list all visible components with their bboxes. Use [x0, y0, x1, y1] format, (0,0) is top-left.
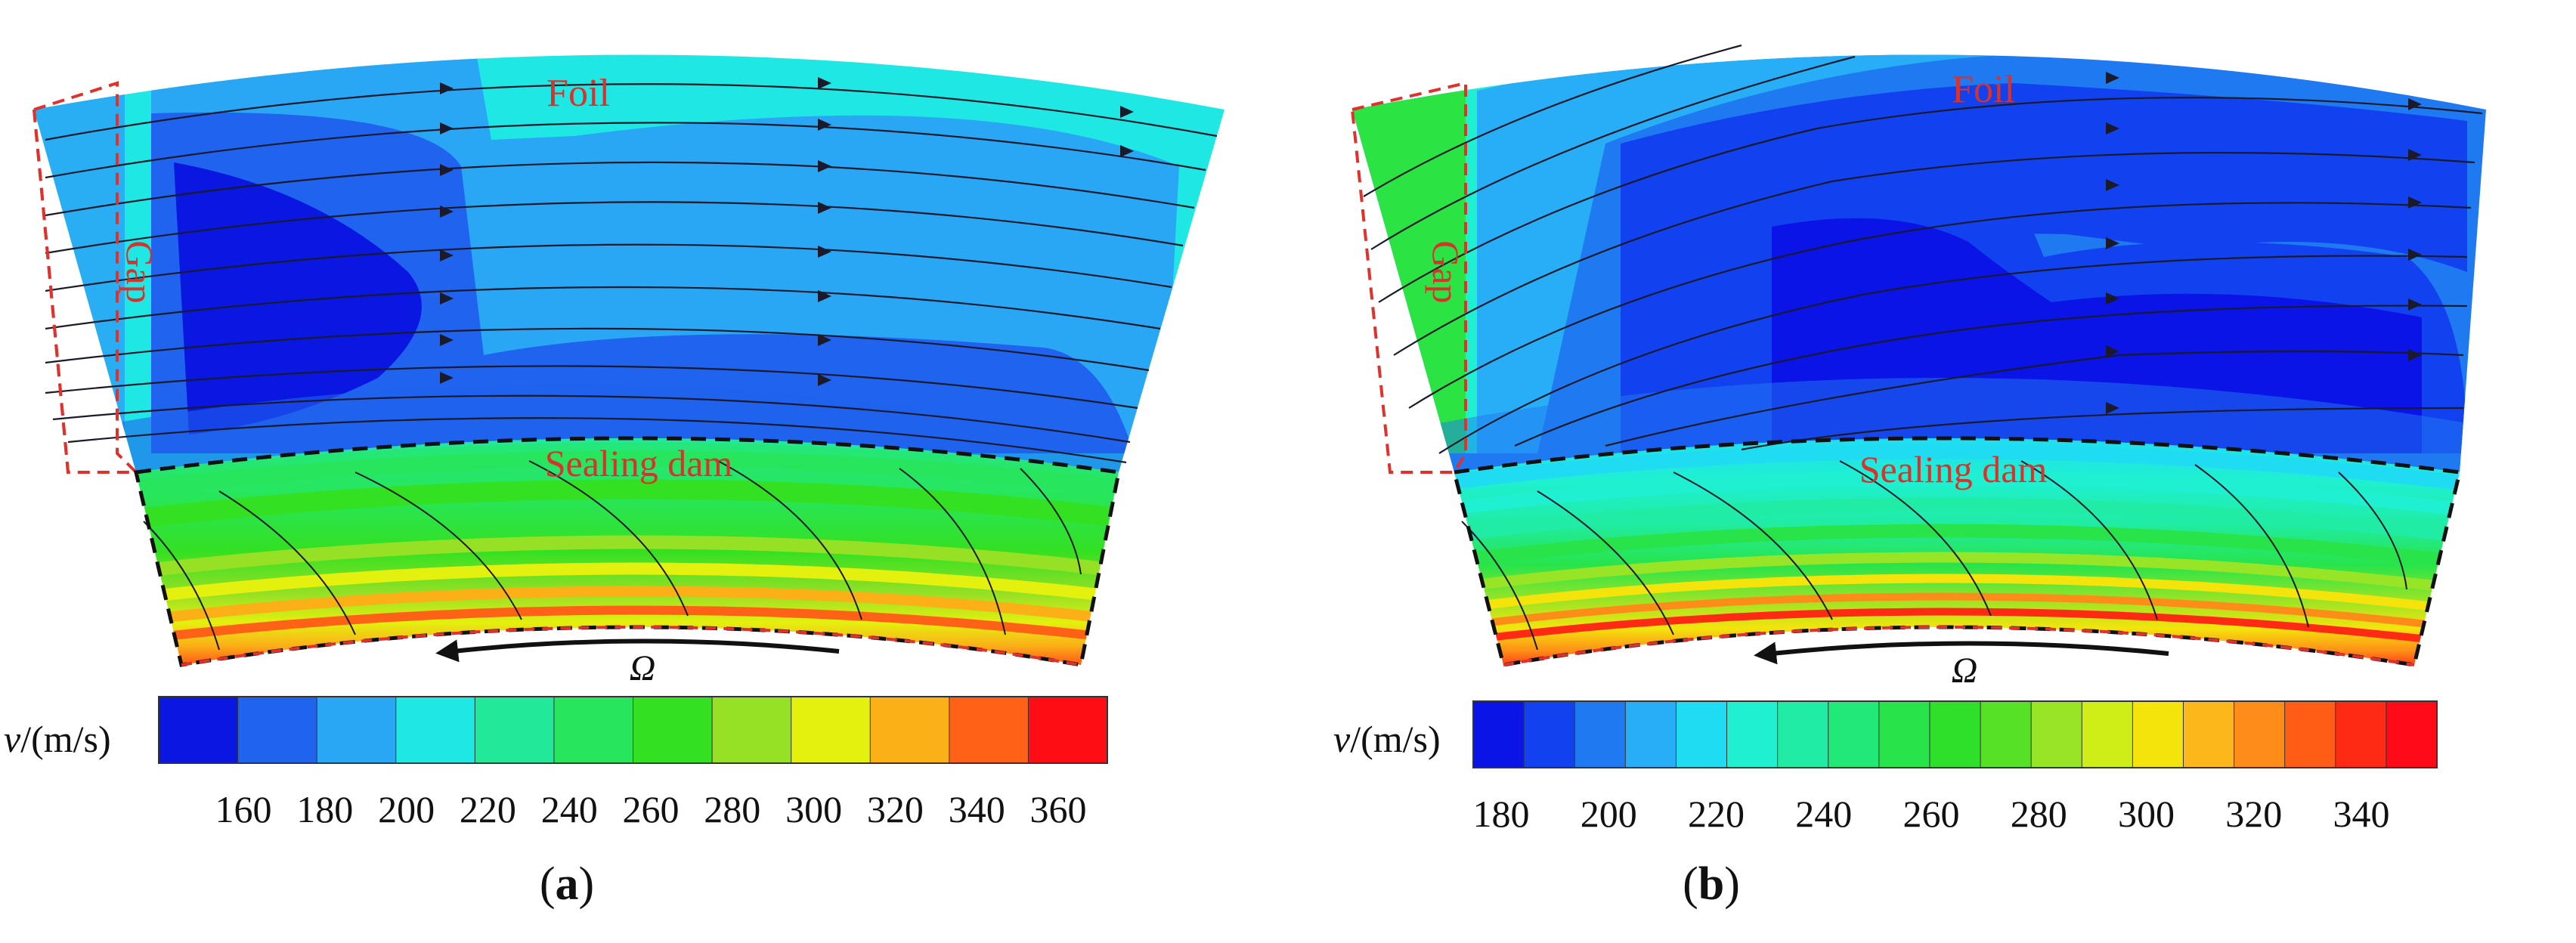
colorbar-swatch — [474, 696, 555, 764]
sealing-dam-region-a — [136, 438, 1119, 665]
colorbar-tick-label: 320 — [867, 788, 924, 830]
colorbar-tick-label: 260 — [1903, 793, 1960, 835]
colorbar-swatch — [553, 696, 634, 764]
colorbar-unit-b: v/(m/s) — [1333, 718, 1441, 760]
colorbar-tick-label: 200 — [378, 788, 435, 830]
colorbar-a — [158, 696, 1108, 764]
colorbar-swatch — [1929, 700, 1982, 768]
colorbar-swatch — [1980, 700, 2033, 768]
colorbar-tick-label: 240 — [541, 788, 598, 830]
colorbar-swatch — [1777, 700, 1829, 768]
contour-plot-b: Foil Gap Sealing dam Ω v/(m/s) 180 200 220… — [1333, 44, 2486, 835]
colorbar-swatch — [633, 696, 714, 764]
colorbar-ticks-a: 160 180 200 220 240 260 280 300 320 340 360 — [215, 788, 1087, 830]
colorbar-swatch — [2030, 700, 2083, 768]
colorbar-swatch — [869, 696, 950, 764]
caption-a: (a) — [539, 858, 595, 910]
colorbar-tick-label: 280 — [2011, 793, 2067, 835]
colorbar-swatch — [1472, 700, 1525, 768]
colorbar-tick-label: 200 — [1581, 793, 1637, 835]
colorbar-swatch — [316, 696, 397, 764]
colorbar-tick-label: 360 — [1030, 788, 1087, 830]
colorbar-tick-label: 260 — [623, 788, 680, 830]
panel-a: Foil Gap Sealing dam Ω v/(m/s) 160 180 200… — [4, 54, 1225, 910]
colorbar-swatch — [1726, 700, 1779, 768]
colorbar-swatch — [791, 696, 872, 764]
rotation-arrow-b — [1754, 641, 2169, 665]
colorbar-tick-label: 180 — [296, 788, 353, 830]
sealing-dam-label-b: Sealing dam — [1859, 448, 2048, 490]
colorbar-swatch — [158, 696, 239, 764]
colorbar-swatch — [1878, 700, 1930, 768]
colorbar-swatch — [1027, 696, 1108, 764]
streamlines-dam-a — [143, 460, 1082, 651]
rotation-arrow-a — [435, 638, 840, 663]
colorbar-tick-label: 320 — [2225, 793, 2282, 835]
colorbar-tick-label: 220 — [1688, 793, 1745, 835]
colorbar-tick-label: 240 — [1795, 793, 1852, 835]
caption-b: (b) — [1683, 858, 1740, 910]
contour-plot-a: Foil Gap Sealing dam Ω v/(m/s) 160 180 200… — [4, 54, 1225, 830]
colorbar-swatch — [2081, 700, 2134, 768]
sealing-dam-outline-a — [133, 436, 1121, 667]
colorbar-tick-label: 160 — [215, 788, 272, 830]
colorbar-swatch — [1523, 700, 1576, 768]
colorbar-tick-label: 340 — [949, 788, 1005, 830]
sealing-dam-region-b — [1454, 438, 2460, 665]
colorbar-tick-label: 280 — [704, 788, 760, 830]
colorbar-swatch — [2386, 700, 2438, 768]
colorbar-tick-label: 180 — [1473, 793, 1530, 835]
streamline-arrows-foil-b — [2106, 72, 2422, 414]
colorbar-tick-label: 300 — [785, 788, 842, 830]
colorbar-swatch — [2234, 700, 2286, 768]
colorbar-unit-a: v/(m/s) — [4, 718, 111, 760]
panel-b: Foil Gap Sealing dam Ω v/(m/s) 180 200 220… — [1288, 0, 2576, 943]
colorbar-swatch — [1675, 700, 1728, 768]
streamlines-foil-a — [45, 83, 1218, 464]
colorbar-swatch — [1624, 700, 1677, 768]
colorbar-swatch — [1828, 700, 1880, 768]
colorbar-swatch — [2182, 700, 2235, 768]
streamline-arrows-foil-a — [440, 77, 1134, 386]
colorbar-swatch — [2335, 700, 2387, 768]
colorbar-tick-label: 340 — [2333, 793, 2390, 835]
sealing-dam-label-a: Sealing dam — [545, 442, 733, 484]
gap-outline-b — [1350, 81, 1467, 474]
omega-label-a: Ω — [630, 648, 656, 688]
foil-label-a: Foil — [546, 72, 610, 115]
colorbar-swatch — [711, 696, 792, 764]
colorbar-swatch — [949, 696, 1029, 764]
colorbar-swatch — [2132, 700, 2184, 768]
foil-label-b: Foil — [1952, 68, 2015, 111]
colorbar-ticks-b: 180 200 220 240 260 280 300 320 340 — [1473, 793, 2390, 835]
streamlines-foil-b — [1363, 44, 2483, 454]
omega-label-b: Ω — [1952, 651, 1978, 691]
streamlines-dam-b — [1461, 460, 2407, 651]
colorbar-b — [1472, 700, 2438, 768]
colorbar-tick-label: 300 — [2118, 793, 2175, 835]
colorbar-swatch — [395, 696, 476, 764]
colorbar-swatch — [1574, 700, 1627, 768]
colorbar-tick-label: 220 — [460, 788, 516, 830]
gap-label-a: Gap — [119, 240, 161, 303]
colorbar-swatch — [2284, 700, 2336, 768]
colorbar-swatch — [237, 696, 318, 764]
gap-label-b: Gap — [1425, 240, 1467, 303]
